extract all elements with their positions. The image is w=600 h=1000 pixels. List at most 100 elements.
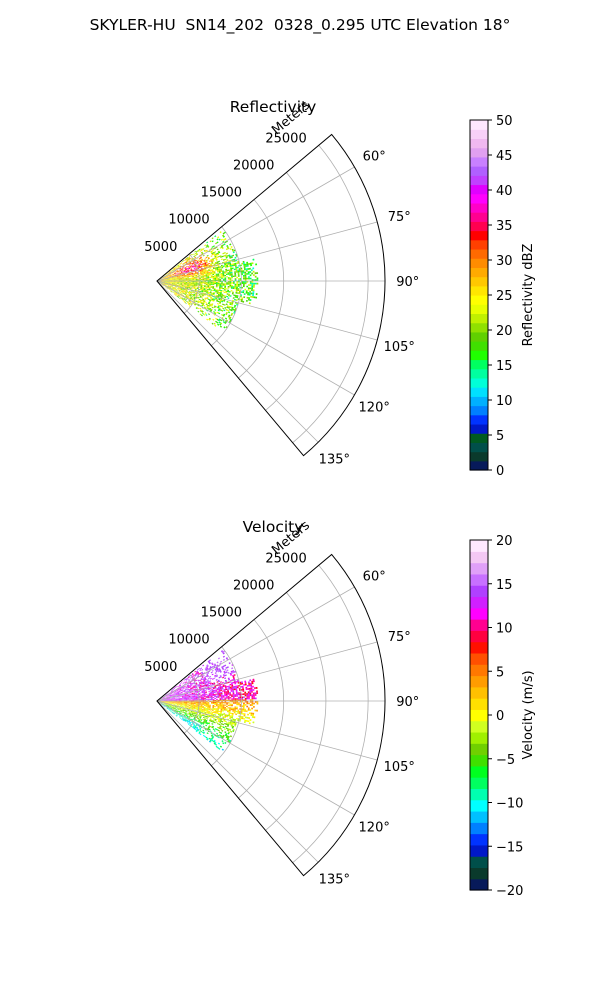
- echo-cell: [186, 720, 188, 723]
- echo-cell: [204, 722, 207, 724]
- echo-cell: [169, 274, 171, 276]
- echo-cell: [190, 694, 192, 696]
- echo-cell: [195, 672, 198, 674]
- echo-cell: [174, 694, 177, 696]
- echo-cell: [192, 697, 195, 699]
- echo-cell: [178, 263, 180, 265]
- echo-cell: [173, 704, 176, 706]
- echo-cell: [177, 277, 179, 279]
- echo-cell: [172, 694, 175, 695]
- echo-cell: [224, 695, 227, 697]
- echo-cell: [231, 683, 233, 686]
- echo-cell: [189, 702, 191, 704]
- echo-cell: [220, 706, 223, 708]
- echo-cell: [173, 712, 176, 714]
- echo-cell: [216, 256, 219, 258]
- echo-cell: [231, 714, 234, 716]
- echo-cell: [182, 282, 184, 283]
- echo-cell: [192, 278, 195, 280]
- echo-cell: [168, 698, 171, 700]
- echo-cell: [193, 287, 196, 289]
- echo-cell: [210, 250, 213, 253]
- echo-cell: [207, 285, 210, 287]
- echo-cell: [180, 285, 182, 287]
- echo-cell: [209, 300, 211, 302]
- echo-cell: [216, 277, 218, 279]
- echo-cell: [187, 259, 190, 261]
- echo-cell: [175, 702, 178, 704]
- echo-cell: [201, 683, 203, 685]
- echo-cell: [185, 691, 188, 693]
- echo-cell: [222, 705, 225, 707]
- echo-cell: [185, 261, 188, 264]
- echo-cell: [227, 671, 230, 674]
- echo-cell: [223, 690, 226, 692]
- echo-cell: [181, 261, 183, 263]
- echo-cell: [189, 682, 192, 685]
- echo-cell: [212, 704, 215, 706]
- colorbar-segment: [470, 350, 488, 361]
- echo-cell: [185, 703, 188, 704]
- echo-cell: [211, 709, 214, 711]
- echo-cell: [204, 306, 207, 308]
- echo-cell: [187, 686, 190, 688]
- echo-cell: [180, 704, 182, 706]
- range-ring: [238, 199, 285, 379]
- echo-cell: [184, 690, 186, 692]
- echo-cell: [249, 271, 252, 273]
- echo-cell: [194, 256, 197, 259]
- echo-cell: [183, 290, 186, 292]
- echo-cell: [225, 691, 228, 693]
- echo-cell: [183, 704, 186, 705]
- echo-cell: [188, 292, 191, 294]
- echo-cell: [224, 263, 227, 266]
- echo-cell: [220, 295, 223, 298]
- echo-cell: [232, 695, 235, 697]
- echo-cell: [210, 309, 213, 312]
- echo-cell: [168, 705, 170, 706]
- echo-cell: [243, 276, 245, 278]
- echo-cell: [180, 709, 183, 711]
- echo-cell: [205, 706, 208, 708]
- echo-cell: [229, 708, 231, 711]
- echo-cell: [187, 704, 189, 705]
- echo-cell: [166, 273, 169, 275]
- echo-cell: [220, 693, 223, 695]
- echo-cell: [228, 688, 231, 690]
- echo-cell: [216, 711, 219, 713]
- echo-cell: [246, 296, 249, 299]
- echo-cell: [219, 713, 222, 715]
- echo-cell: [212, 699, 215, 700]
- echo-cell: [190, 706, 192, 708]
- echo-cell: [217, 295, 220, 297]
- echo-cell: [170, 291, 172, 293]
- echo-cell: [209, 720, 211, 722]
- echo-cell: [222, 271, 225, 273]
- echo-cell: [222, 698, 225, 700]
- echo-cell: [214, 714, 217, 716]
- echo-cell: [184, 281, 186, 283]
- echo-cell: [188, 683, 190, 685]
- echo-cell: [235, 292, 238, 294]
- echo-cell: [225, 723, 228, 726]
- echo-cell: [208, 690, 211, 692]
- echo-cell: [168, 288, 170, 290]
- echo-cell: [200, 295, 202, 297]
- echo-cell: [167, 275, 170, 276]
- echo-cell: [178, 711, 180, 713]
- echo-cell: [190, 715, 193, 717]
- echo-cell: [216, 698, 218, 700]
- echo-cell: [182, 282, 184, 284]
- echo-cell: [212, 693, 214, 695]
- echo-cell: [179, 715, 182, 718]
- echo-cell: [178, 276, 181, 278]
- echo-cell: [227, 289, 230, 292]
- echo-cell: [186, 713, 189, 715]
- echo-cell: [226, 685, 229, 688]
- echo-cell: [172, 692, 174, 694]
- echo-cell: [202, 685, 204, 688]
- echo-cell: [187, 301, 190, 304]
- echo-cell: [182, 698, 184, 699]
- echo-cell: [185, 278, 188, 280]
- echo-cell: [184, 713, 187, 716]
